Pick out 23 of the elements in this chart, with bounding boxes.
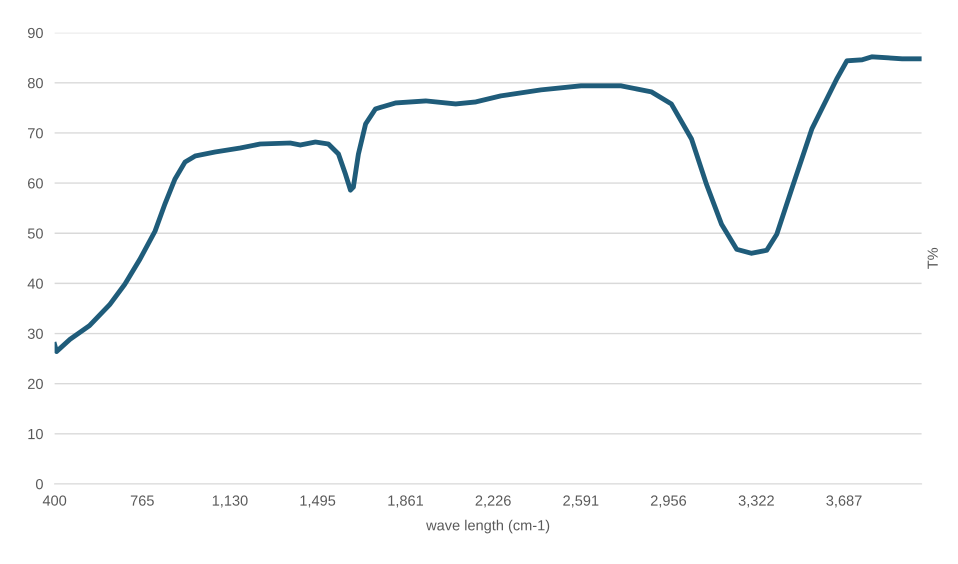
x-axis-title: wave length (cm-1) <box>426 520 550 534</box>
y-axis-title: T% <box>928 248 938 269</box>
y-tick-label: 20 <box>28 378 43 390</box>
y-tick-label: 0 <box>36 479 43 490</box>
x-tick-label: 1,130 <box>212 495 248 508</box>
y-tick-label: 40 <box>28 278 43 289</box>
x-tick-label: 3,687 <box>826 495 862 508</box>
y-tick-label: 90 <box>28 28 43 38</box>
x-tick-label: 765 <box>130 495 154 506</box>
y-tick-label: 10 <box>28 428 43 440</box>
y-tick-label: 60 <box>28 178 43 189</box>
x-tick-label: 3,322 <box>738 495 774 508</box>
x-tick-label: 2,956 <box>650 495 686 508</box>
x-tick-label: 2,226 <box>476 495 511 508</box>
y-tick-label: 50 <box>28 228 43 239</box>
line-series <box>54 54 922 354</box>
x-tick-label: 1,495 <box>300 495 336 508</box>
x-tick-label: 1,861 <box>388 495 424 508</box>
y-tick-label: 80 <box>28 78 43 88</box>
x-tick-label: 400 <box>42 495 66 506</box>
y-tick-label: 30 <box>28 328 43 339</box>
x-tick-label: 2,591 <box>563 495 598 508</box>
y-tick-label: 70 <box>28 128 43 138</box>
